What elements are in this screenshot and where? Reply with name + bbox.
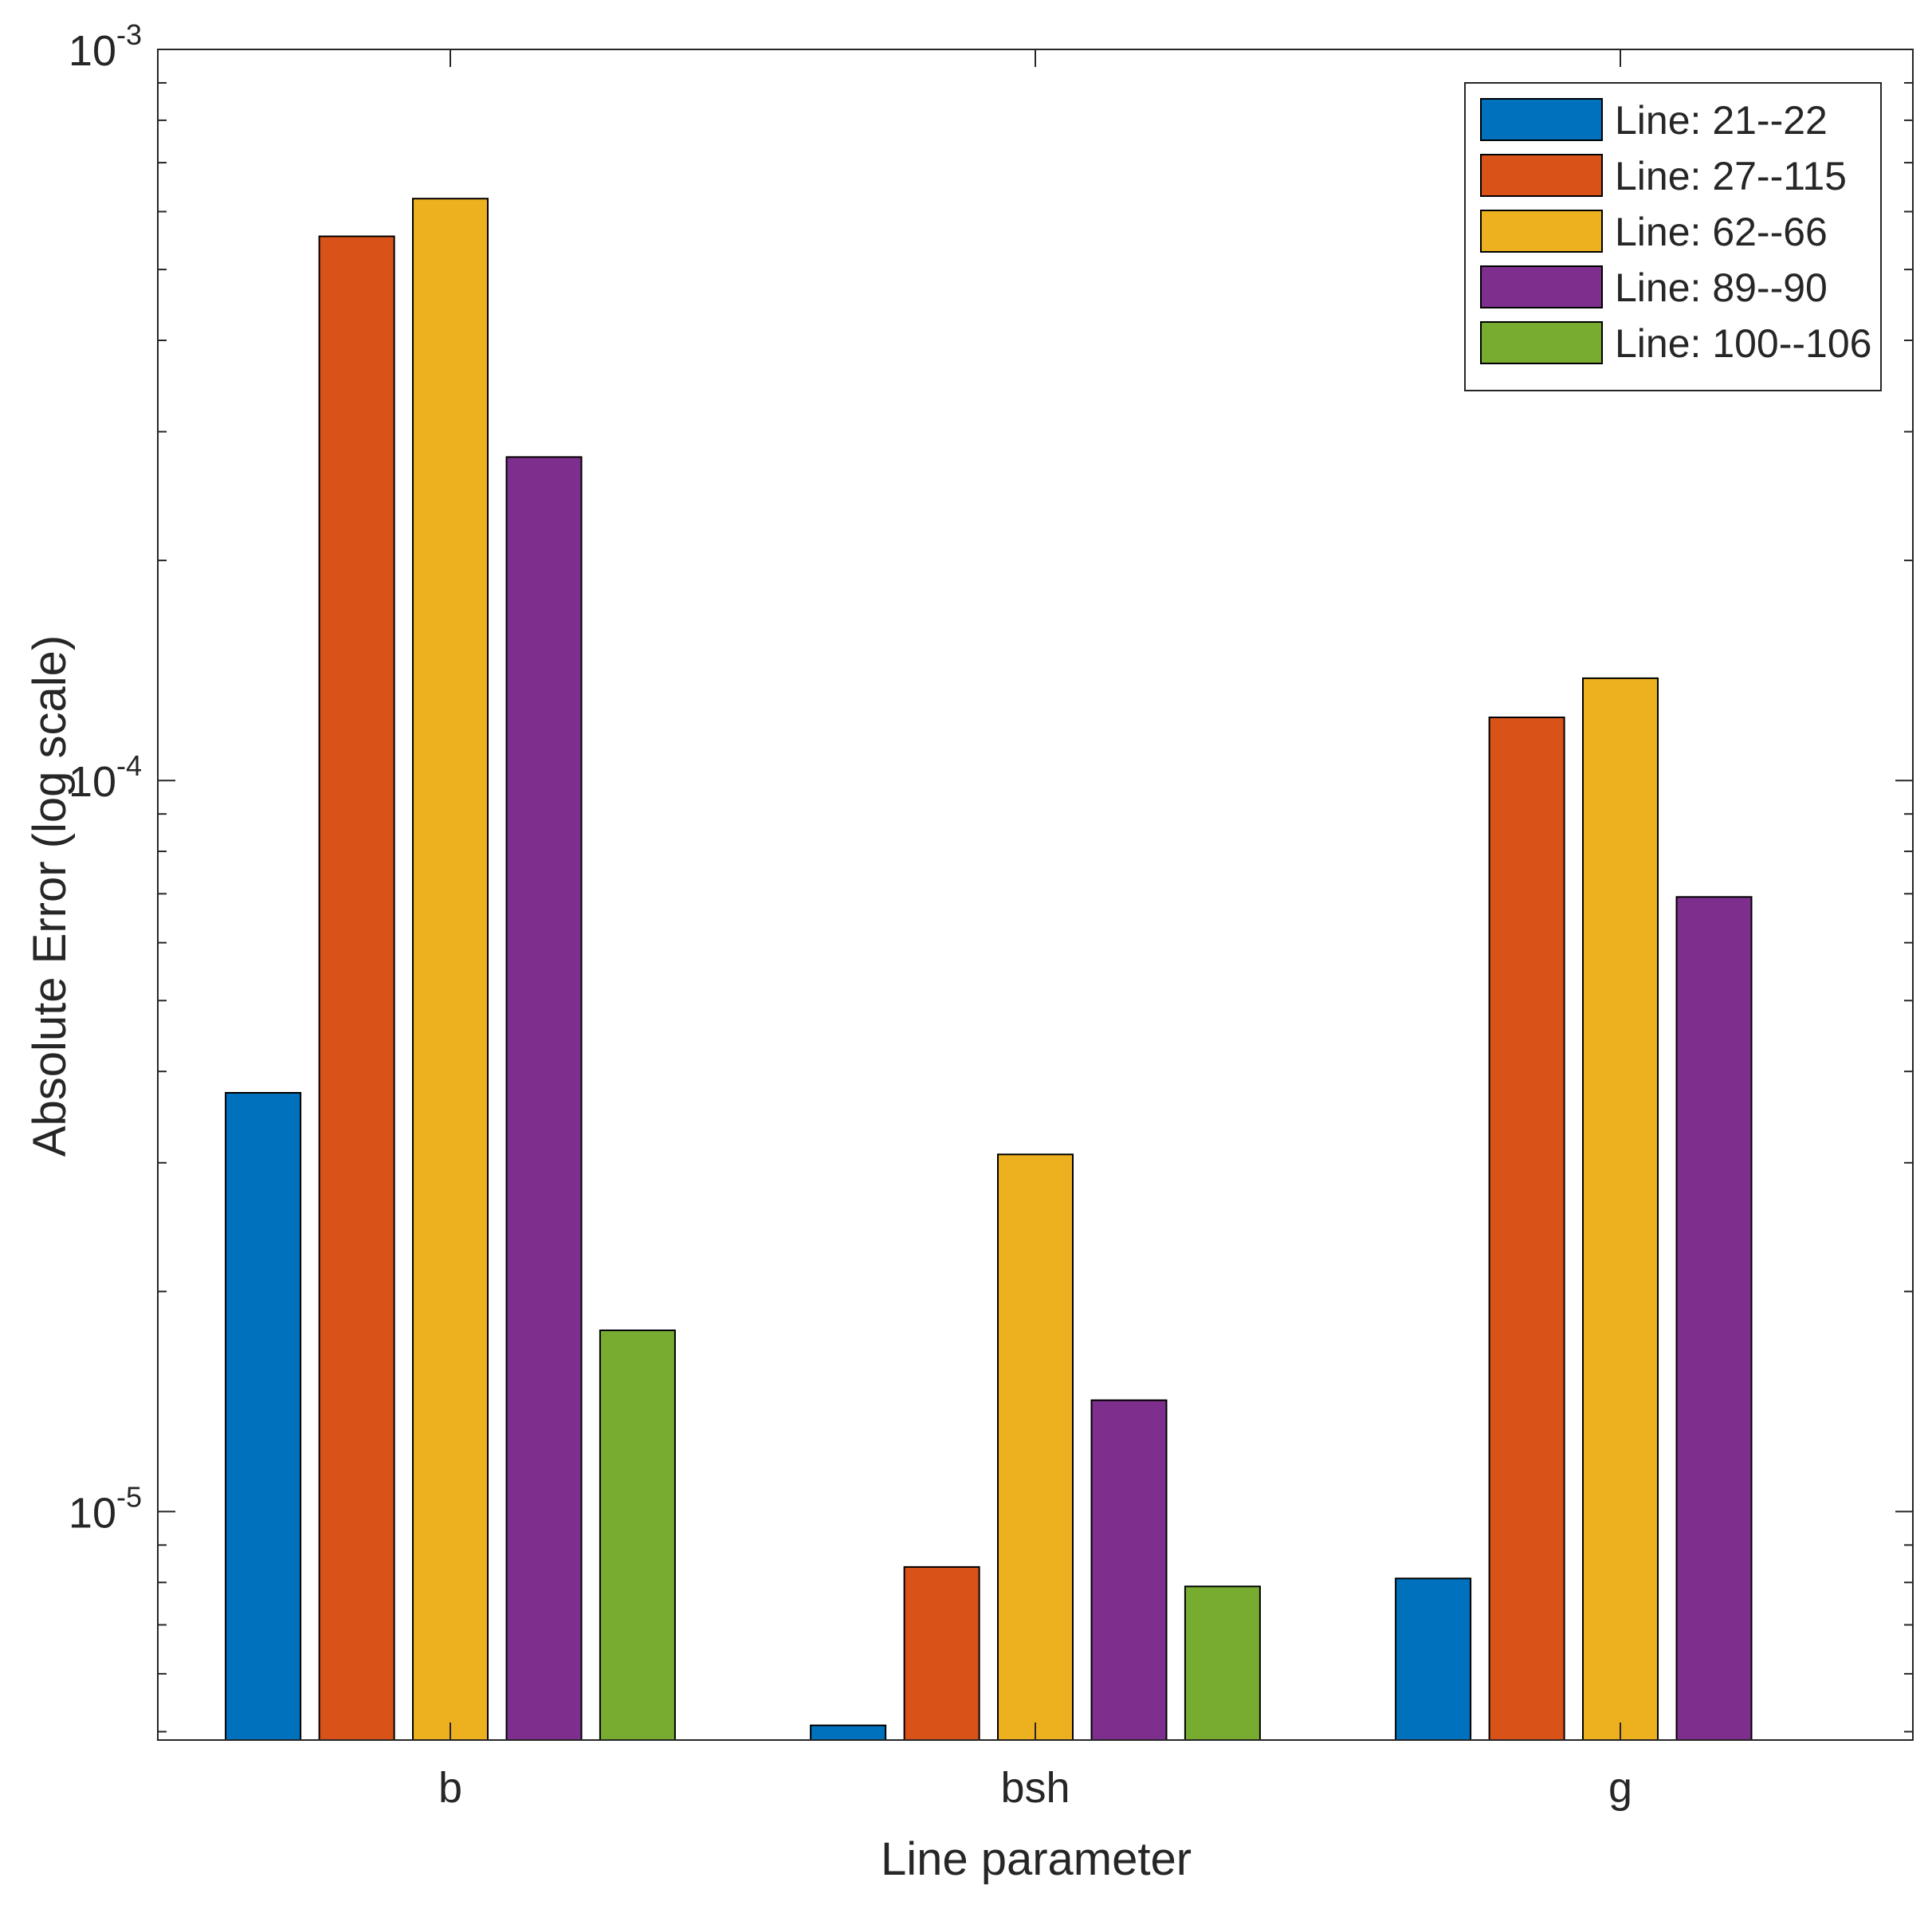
x-axis-label: Line parameter — [881, 1833, 1192, 1885]
legend-label-1: Line: 21--22 — [1615, 98, 1828, 143]
bar-bsh-series-3 — [997, 1153, 1074, 1742]
x-tick-label-bsh: bsh — [1000, 1764, 1070, 1812]
bar-g-series-3 — [1582, 677, 1659, 1741]
legend-swatch-2 — [1480, 154, 1603, 197]
y-axis-label: Absolute Error (log scale) — [24, 635, 76, 1157]
bar-bsh-series-4 — [1090, 1399, 1168, 1741]
bar-b-series-3 — [412, 198, 489, 1742]
x-tick-label-g: g — [1608, 1764, 1632, 1812]
bar-bsh-series-2 — [903, 1565, 980, 1742]
legend-label-2: Line: 27--115 — [1615, 154, 1847, 198]
bar-g-series-1 — [1395, 1577, 1472, 1742]
legend-label-5: Line: 100--106 — [1615, 321, 1871, 366]
legend: Line: 21--22 Line: 27--115 Line: 62--66 Lin… — [1464, 82, 1882, 391]
bar-bsh-series-5 — [1184, 1585, 1261, 1742]
legend-swatch-4 — [1480, 265, 1603, 308]
legend-swatch-3 — [1480, 210, 1603, 253]
x-tick-label-b: b — [438, 1764, 462, 1812]
bar-b-series-4 — [505, 456, 583, 1741]
bar-bsh-series-1 — [810, 1724, 887, 1742]
bar-g-series-4 — [1675, 896, 1753, 1741]
y-tick-label: 10-4 — [69, 749, 142, 806]
bar-g-series-2 — [1488, 717, 1565, 1741]
legend-label-3: Line: 62--66 — [1615, 210, 1828, 254]
legend-swatch-1 — [1480, 98, 1603, 141]
bar-b-series-5 — [599, 1330, 676, 1741]
bar-b-series-2 — [318, 235, 395, 1741]
legend-swatch-5 — [1480, 321, 1603, 364]
legend-label-4: Line: 89--90 — [1615, 265, 1828, 310]
bar-b-series-1 — [225, 1092, 302, 1741]
